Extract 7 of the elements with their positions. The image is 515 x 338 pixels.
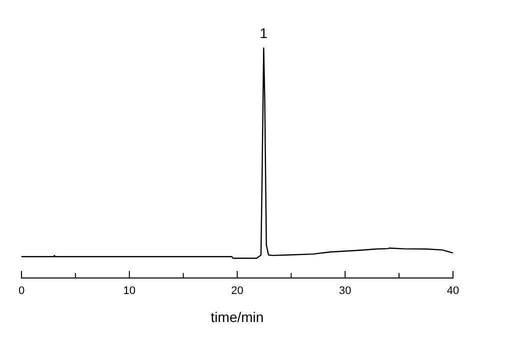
x-axis-title: time/min [210,309,264,325]
x-tick-label: 20 [231,285,244,297]
x-tick-label: 0 [18,285,25,297]
x-tick-label: 10 [123,285,136,297]
annotation: 1 [260,25,268,41]
x-tick-label: 40 [446,285,460,297]
x-tick-label: 30 [339,285,352,297]
